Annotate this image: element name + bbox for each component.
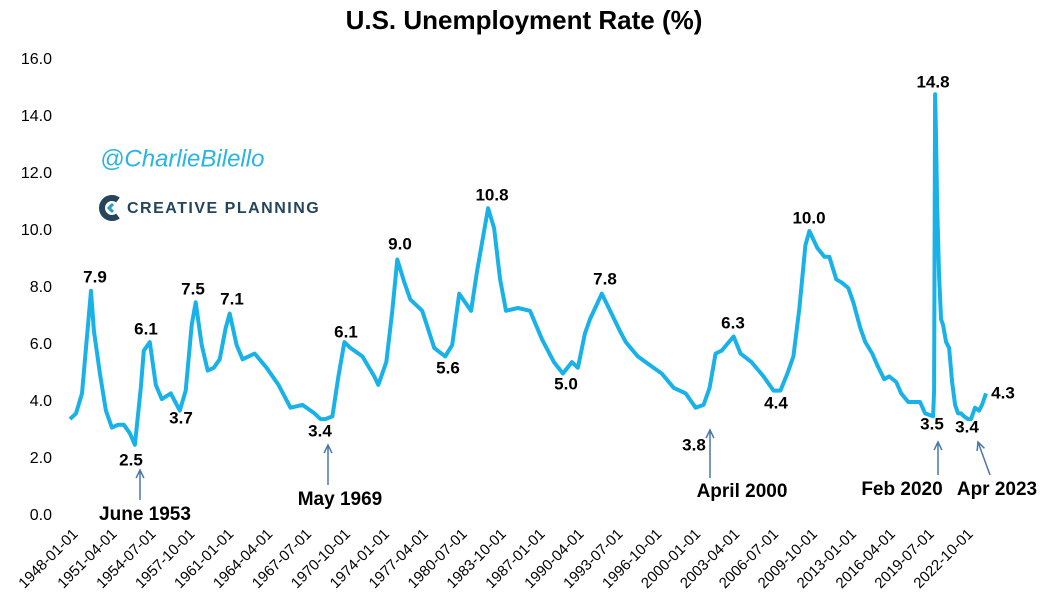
line [68,92,988,447]
arrow-label: Apr 2023 [957,479,1037,500]
value-label: 5.0 [554,374,578,393]
value-label: 6.3 [721,313,745,332]
y-tick-label: 16.0 [21,51,52,68]
brand-logo [99,195,120,221]
y-tick-label: 4.0 [30,393,52,410]
value-label: 6.1 [334,322,358,341]
y-tick-label: 0.0 [30,507,52,524]
value-label: 3.5 [920,414,944,433]
value-label: 3.7 [169,408,193,427]
value-label: 2.5 [119,450,143,469]
value-label: 6.1 [134,319,158,338]
value-label: 3.4 [308,421,332,440]
y-tick-label: 14.0 [21,108,52,125]
value-label: 10.0 [792,208,825,227]
y-tick-label: 12.0 [21,165,52,182]
value-label: 10.8 [475,185,508,204]
chart-title: U.S. Unemployment Rate (%) [346,5,703,35]
value-label: 4.3 [991,383,1015,402]
value-label: 7.1 [220,289,244,308]
value-label: 9.0 [388,234,412,253]
value-label: 7.9 [83,267,107,286]
value-label: 3.4 [955,417,979,436]
value-label: 7.5 [181,279,205,298]
logo-c [99,195,120,221]
arrow-head [705,428,715,439]
value-label: 5.6 [436,358,460,377]
arrow-head [323,443,333,454]
arrow-label: Feb 2020 [861,479,942,500]
value-label: 4.4 [764,393,788,412]
value-label: 7.8 [593,269,617,288]
y-tick-label: 8.0 [30,279,52,296]
arrow-head [976,440,985,452]
arrow-shaft [977,441,991,476]
arrow-head [933,440,943,451]
watermark: @CharlieBilello [100,145,264,172]
value-label: 3.8 [682,435,706,454]
y-tick-label: 6.0 [30,336,52,353]
arrow-label: May 1969 [298,489,383,510]
value-label: 14.8 [916,72,949,91]
arrow-label: June 1953 [99,504,191,525]
y-tick-label: 10.0 [21,222,52,239]
arrow-head [135,468,145,479]
y-tick-label: 2.0 [30,450,52,467]
logo-chevron [106,202,115,214]
brand-name: CREATIVE PLANNING [127,200,320,217]
arrow-label: April 2000 [697,481,788,502]
